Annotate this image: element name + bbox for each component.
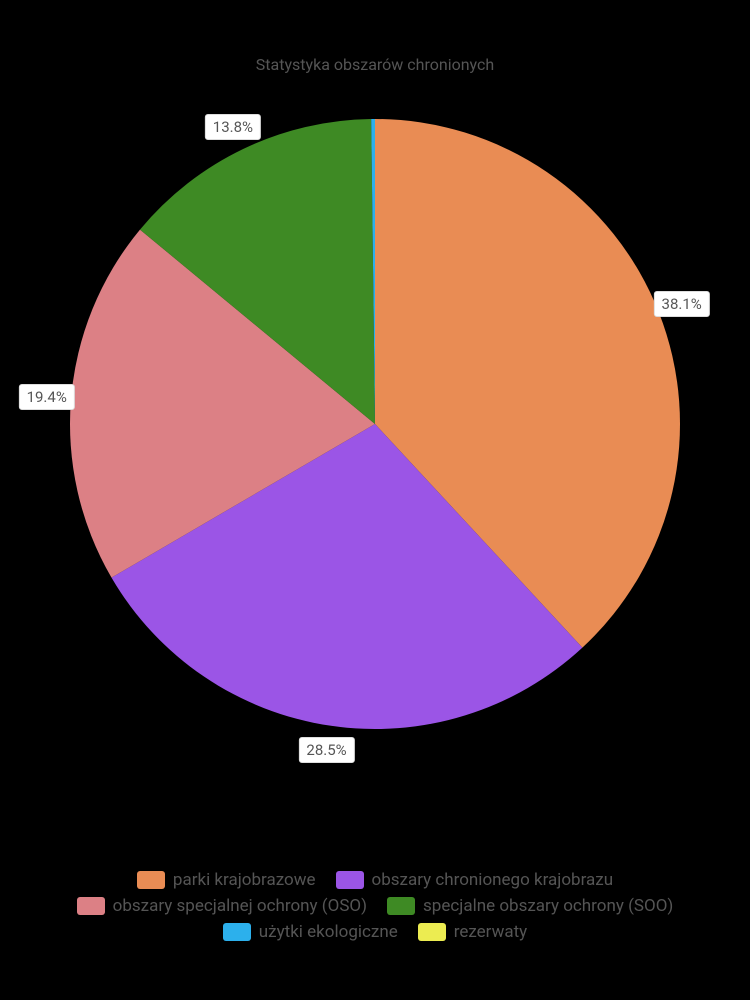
legend-swatch [336, 871, 364, 889]
pct-label: 13.8% [205, 114, 261, 140]
legend-label: użytki ekologiczne [259, 922, 398, 942]
legend-item: obszary chronionego krajobrazu [336, 870, 614, 890]
chart-title: Statystyka obszarów chronionych [0, 0, 750, 74]
legend-item: obszary specjalnej ochrony (OSO) [77, 896, 367, 916]
legend-swatch [137, 871, 165, 889]
pie-svg [65, 114, 685, 734]
legend-item: rezerwaty [418, 922, 527, 942]
pct-label: 38.1% [654, 291, 710, 317]
pct-label: 19.4% [19, 384, 75, 410]
pie-chart: 38.1% 28.5% 19.4% 13.8% [0, 74, 750, 774]
legend-swatch [223, 923, 251, 941]
legend-label: parki krajobrazowe [173, 870, 316, 890]
legend-item: parki krajobrazowe [137, 870, 316, 890]
legend-item: specjalne obszary ochrony (SOO) [387, 896, 673, 916]
legend-item: użytki ekologiczne [223, 922, 398, 942]
legend-label: rezerwaty [454, 922, 527, 942]
legend-label: specjalne obszary ochrony (SOO) [423, 896, 673, 916]
legend-label: obszary chronionego krajobrazu [372, 870, 614, 890]
pct-label: 28.5% [298, 737, 354, 763]
legend-label: obszary specjalnej ochrony (OSO) [113, 896, 367, 916]
legend-swatch [387, 897, 415, 915]
legend-swatch [77, 897, 105, 915]
legend-swatch [418, 923, 446, 941]
legend: parki krajobrazowe obszary chronionego kr… [0, 870, 750, 942]
